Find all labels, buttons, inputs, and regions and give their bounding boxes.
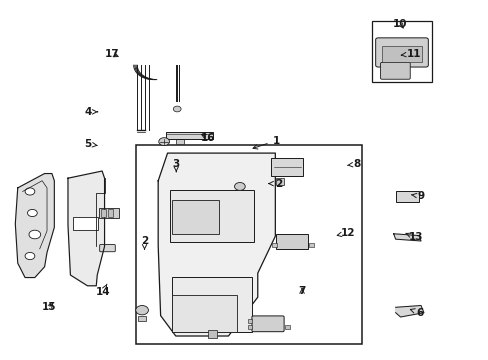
- Bar: [99, 208, 119, 218]
- Text: 15: 15: [42, 302, 57, 312]
- Text: 2: 2: [141, 236, 148, 249]
- FancyBboxPatch shape: [380, 62, 409, 79]
- Circle shape: [27, 210, 37, 217]
- Bar: [208, 330, 217, 338]
- Circle shape: [234, 183, 245, 190]
- Bar: [247, 319, 252, 323]
- Bar: [166, 132, 212, 139]
- Bar: [73, 217, 98, 230]
- Bar: [275, 234, 307, 249]
- Text: 3: 3: [172, 159, 180, 172]
- Bar: [169, 190, 254, 242]
- Text: 5: 5: [84, 139, 97, 149]
- Circle shape: [25, 252, 35, 260]
- Bar: [308, 243, 313, 247]
- Circle shape: [173, 106, 181, 112]
- FancyBboxPatch shape: [100, 244, 115, 252]
- Circle shape: [136, 306, 148, 315]
- Polygon shape: [158, 153, 275, 336]
- Polygon shape: [393, 234, 420, 241]
- Circle shape: [29, 230, 41, 239]
- Circle shape: [159, 138, 169, 145]
- Bar: [276, 178, 284, 185]
- Text: 2: 2: [268, 179, 282, 189]
- Text: 16: 16: [200, 133, 215, 143]
- Text: 12: 12: [337, 228, 354, 238]
- Text: 1: 1: [252, 136, 279, 149]
- Bar: [285, 325, 289, 329]
- Text: 14: 14: [96, 284, 110, 297]
- FancyBboxPatch shape: [251, 316, 284, 332]
- Bar: [176, 139, 184, 144]
- FancyBboxPatch shape: [375, 38, 427, 67]
- Bar: [271, 158, 303, 176]
- Bar: [395, 191, 418, 202]
- Bar: [172, 201, 218, 234]
- Text: 9: 9: [411, 191, 424, 201]
- Bar: [108, 209, 113, 217]
- Text: 17: 17: [104, 49, 119, 59]
- Text: 13: 13: [405, 232, 423, 242]
- Bar: [138, 316, 146, 321]
- Bar: [371, 22, 431, 82]
- Polygon shape: [15, 174, 54, 278]
- Bar: [247, 325, 252, 329]
- Polygon shape: [395, 306, 423, 317]
- Bar: [381, 46, 421, 62]
- Text: 7: 7: [298, 286, 305, 296]
- Text: 8: 8: [347, 159, 360, 169]
- Bar: [172, 277, 251, 332]
- Text: 4: 4: [84, 107, 98, 117]
- Bar: [101, 209, 105, 217]
- Text: 10: 10: [392, 19, 407, 29]
- Polygon shape: [68, 171, 104, 286]
- Text: 11: 11: [400, 49, 421, 59]
- Bar: [271, 243, 276, 247]
- Bar: [136, 145, 361, 344]
- Circle shape: [25, 188, 35, 195]
- Bar: [172, 296, 236, 332]
- Text: 6: 6: [409, 308, 423, 318]
